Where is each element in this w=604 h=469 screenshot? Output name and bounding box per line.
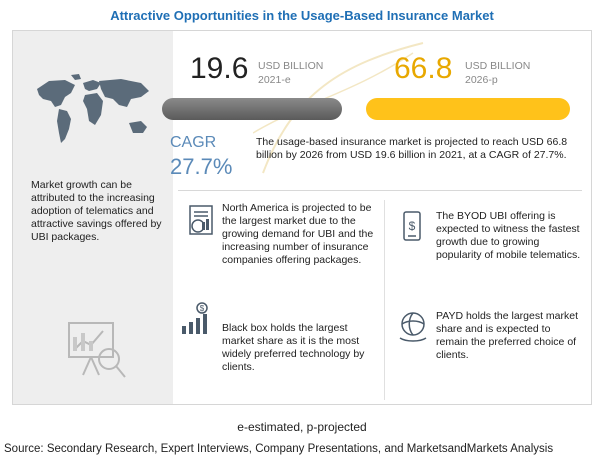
- infographic-panel: Market growth can be attributed to the i…: [12, 30, 592, 405]
- globe-hand-icon: [399, 312, 427, 342]
- bar-chart-report-icon: [189, 205, 213, 235]
- unit-2021: USD BILLION: [258, 60, 324, 72]
- cagr-description: The usage-based insurance market is proj…: [256, 136, 568, 161]
- value-2026: 66.8: [394, 52, 453, 85]
- progress-bar-2026: [366, 98, 570, 120]
- footnote: e-estimated, p-projected: [237, 420, 367, 434]
- column-divider: [384, 200, 385, 400]
- world-map-icon: [37, 74, 149, 143]
- page-title: Attractive Opportunities in the Usage-Ba…: [110, 8, 494, 23]
- year-2026: 2026-p: [465, 74, 498, 86]
- source-line: Source: Secondary Research, Expert Inter…: [4, 443, 554, 455]
- year-2021: 2021-e: [258, 74, 291, 86]
- progress-bar-2021: [162, 98, 342, 120]
- payd-text: PAYD holds the largest market share and …: [436, 310, 579, 361]
- left-column: Market growth can be attributed to the i…: [13, 31, 173, 404]
- value-2021: 19.6: [190, 52, 249, 85]
- unit-2026: USD BILLION: [465, 60, 531, 72]
- cagr-label: CAGR: [170, 134, 217, 151]
- dollar-growth-icon: $: [182, 302, 208, 334]
- black-box-text: Black box holds the largest market share…: [222, 322, 365, 373]
- presentation-board-icon: [68, 322, 126, 378]
- section-divider: [178, 190, 582, 191]
- north-america-text: North America is projected to be the lar…: [222, 202, 374, 266]
- mobile-money-icon: $: [403, 211, 421, 241]
- svg-text:$: $: [200, 304, 205, 313]
- svg-text:$: $: [409, 219, 416, 233]
- decorative-curves: [253, 42, 424, 174]
- byod-text: The BYOD UBI offering is expected to wit…: [436, 210, 581, 261]
- left-description: Market growth can be attributed to the i…: [31, 179, 162, 243]
- cagr-value: 27.7%: [170, 154, 233, 179]
